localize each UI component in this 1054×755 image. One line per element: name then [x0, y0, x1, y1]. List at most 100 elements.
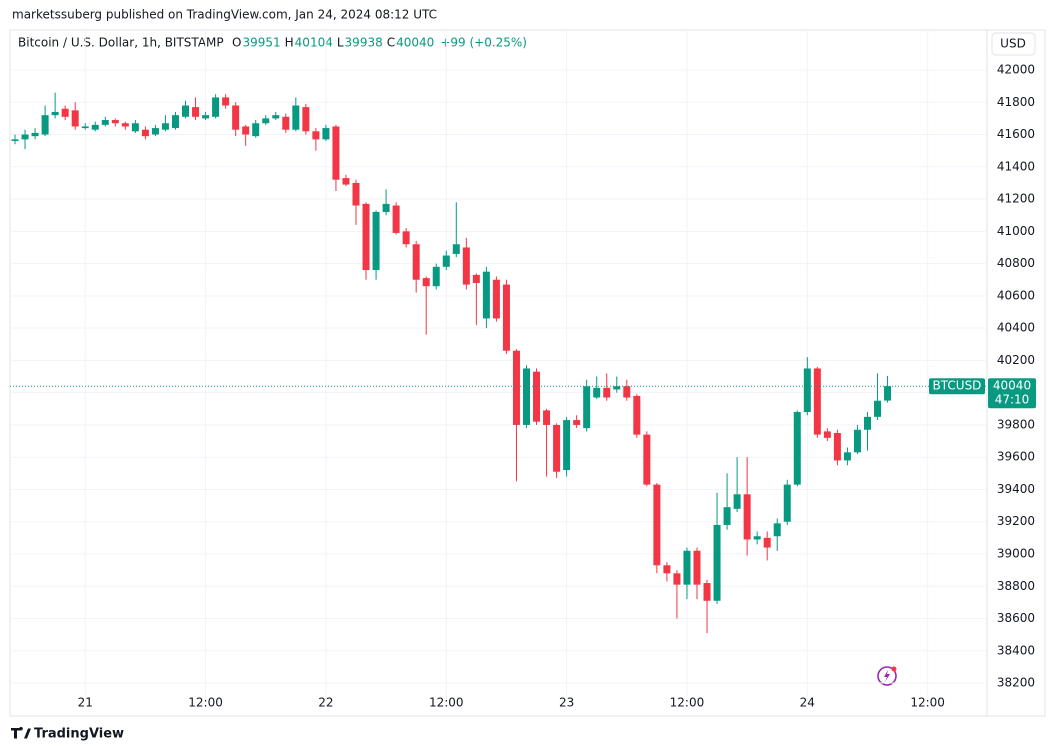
candle-body — [21, 134, 29, 140]
y-tick-label: 41800 — [997, 95, 1035, 109]
brand-logo — [11, 726, 31, 739]
candle-body — [312, 131, 320, 140]
currency[interactable]: USD — [1000, 37, 1026, 51]
candle-body — [512, 350, 520, 425]
candle-body — [843, 452, 851, 461]
brand: TradingView — [34, 727, 124, 742]
y-tick-label: 40400 — [997, 321, 1035, 335]
y-tick-label: 41400 — [997, 159, 1035, 173]
candle-body — [242, 126, 250, 135]
legend-key: H — [285, 36, 294, 50]
candle-body — [573, 420, 581, 425]
candle-body — [362, 203, 370, 271]
candle-body — [753, 536, 761, 540]
legend-key: C — [387, 36, 395, 50]
candle-body — [202, 115, 210, 119]
candle-body — [11, 139, 19, 141]
candle-body — [823, 431, 831, 438]
candle-body — [332, 126, 340, 180]
legend-key: O — [232, 36, 241, 50]
candle-body — [302, 107, 310, 132]
candle-body — [884, 386, 892, 401]
y-tick-label: 39600 — [997, 450, 1035, 464]
candle-body — [151, 128, 159, 135]
candle-body — [292, 105, 300, 130]
candle-body — [683, 550, 691, 585]
candle-body — [402, 231, 410, 245]
candle-body — [352, 182, 360, 206]
candle-body — [833, 432, 841, 461]
candle-body — [733, 494, 741, 509]
candle-body — [693, 550, 701, 585]
x-tick-label: 21 — [78, 696, 93, 710]
price-tag-value: 40040 — [993, 379, 1031, 393]
candle-body — [171, 115, 179, 129]
candle-body — [813, 368, 821, 435]
candle-body — [462, 247, 470, 285]
candle-body — [643, 434, 651, 485]
x-tick-label: 23 — [559, 696, 574, 710]
candle-body — [563, 420, 571, 471]
candle-body — [141, 129, 149, 137]
candle-body — [322, 128, 330, 140]
y-tick-label: 41000 — [997, 224, 1035, 238]
y-tick-label: 41600 — [997, 127, 1035, 141]
candle-body — [482, 271, 490, 319]
y-tick-label: 38200 — [997, 676, 1035, 690]
candle-body — [743, 494, 751, 540]
candle-body — [121, 123, 129, 127]
candle-body — [442, 255, 450, 267]
y-tick-label: 39800 — [997, 417, 1035, 431]
candle-body — [71, 110, 79, 127]
legend-value: 40104 — [295, 36, 333, 50]
y-tick-label: 39000 — [997, 546, 1035, 560]
candle-body — [212, 97, 220, 117]
candle-body — [793, 412, 801, 485]
legend-value: 39938 — [345, 36, 383, 50]
y-tick-label: 40200 — [997, 353, 1035, 367]
y-tick-label: 38600 — [997, 611, 1035, 625]
candle-body — [392, 205, 400, 233]
candle-body — [502, 284, 510, 351]
price-tag-countdown: 47:10 — [995, 393, 1030, 407]
candle-body — [533, 371, 541, 422]
x-tick-label: 12:00 — [429, 696, 464, 710]
x-tick-label: 12:00 — [188, 696, 223, 710]
y-tick-label: 42000 — [997, 63, 1035, 77]
symbol-tag-label: BTCUSD — [933, 379, 982, 393]
candle-body — [623, 386, 631, 398]
candle-body — [51, 111, 59, 116]
candle-body — [91, 124, 99, 130]
candle-body — [161, 123, 169, 130]
price-tag — [988, 378, 1036, 409]
candle-body — [232, 105, 240, 130]
candle-body — [633, 395, 641, 435]
candle-body — [783, 484, 791, 522]
candle-body — [192, 107, 200, 117]
candle-body — [81, 126, 89, 129]
y-tick-label: 41200 — [997, 192, 1035, 206]
candle-body — [432, 266, 440, 287]
candle-body — [863, 416, 871, 430]
candle-body — [252, 123, 260, 137]
x-tick-label: 24 — [800, 696, 815, 710]
candle-body — [653, 484, 661, 566]
candle-body — [272, 115, 280, 119]
x-tick-label: 12:00 — [670, 696, 705, 710]
y-tick-label: 38400 — [997, 643, 1035, 657]
legend-value: 40040 — [396, 36, 434, 50]
candle-body — [382, 203, 390, 212]
currency-button[interactable] — [991, 32, 1036, 56]
x-tick-label: 12:00 — [910, 696, 945, 710]
candle-body — [803, 368, 811, 413]
candle-body — [182, 105, 190, 117]
candle-body — [111, 120, 119, 124]
candle-body — [282, 116, 290, 130]
y-tick-label: 40800 — [997, 256, 1035, 270]
y-tick-label: 40600 — [997, 288, 1035, 302]
y-tick-label: 39400 — [997, 482, 1035, 496]
candle-body — [874, 400, 882, 417]
header: marketssuberg published on TradingView.c… — [12, 8, 437, 22]
candle-body — [703, 583, 711, 601]
frame — [9, 29, 1046, 717]
